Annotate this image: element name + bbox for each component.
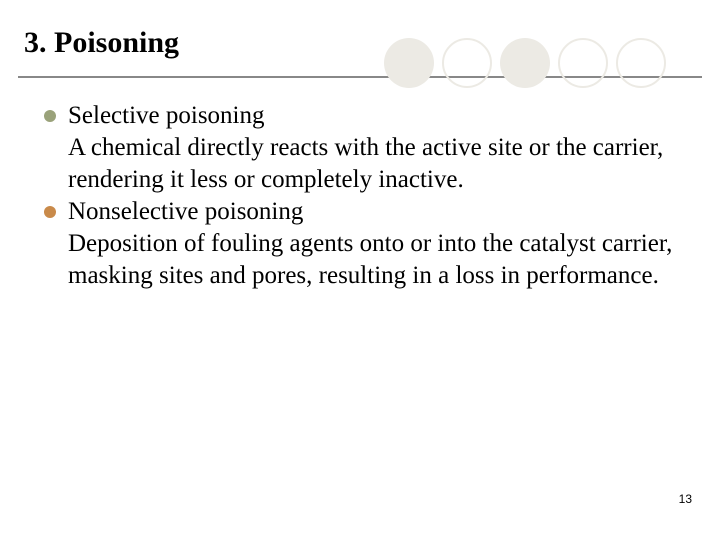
circle-icon: [558, 38, 608, 88]
bullet-head: Selective poisoning: [44, 100, 676, 132]
bullet-title: Nonselective poisoning: [68, 196, 303, 228]
bullet-item: Selective poisoning A chemical directly …: [44, 100, 676, 196]
bullet-body: Deposition of fouling agents onto or int…: [68, 228, 676, 292]
circle-icon: [500, 38, 550, 88]
bullet-title: Selective poisoning: [68, 100, 265, 132]
circle-icon: [442, 38, 492, 88]
slide-content: Selective poisoning A chemical directly …: [44, 100, 676, 292]
circle-icon: [616, 38, 666, 88]
circle-icon: [384, 38, 434, 88]
page-number: 13: [679, 492, 692, 506]
title-bar: 3. Poisoning: [18, 18, 702, 78]
bullet-icon: [44, 206, 56, 218]
bullet-icon: [44, 110, 56, 122]
bullet-body: A chemical directly reacts with the acti…: [68, 132, 676, 196]
bullet-item: Nonselective poisoning Deposition of fou…: [44, 196, 676, 292]
decorative-circles: [384, 38, 666, 88]
bullet-head: Nonselective poisoning: [44, 196, 676, 228]
